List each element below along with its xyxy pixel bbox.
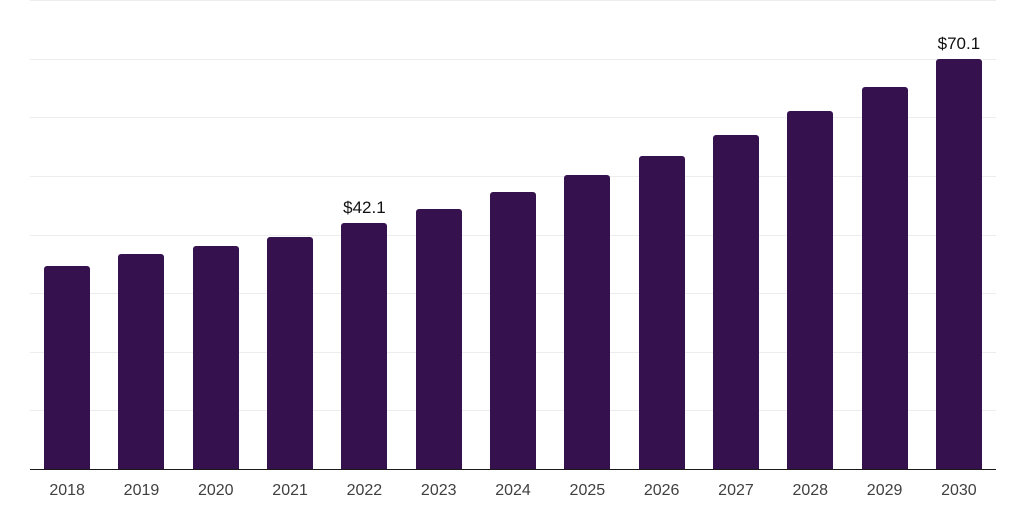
gridline <box>30 58 996 60</box>
x-tick-label-2030: 2030 <box>941 482 977 499</box>
bar-slot-2021 <box>253 1 327 470</box>
gridline <box>30 175 996 177</box>
bar-value-label-2030: $70.1 <box>937 34 981 54</box>
plot-area: $42.1 $70.1 <box>30 0 996 470</box>
bar-slot-2018 <box>30 1 104 470</box>
bar-slot-2029 <box>847 1 921 470</box>
bar-slot-2024 <box>476 1 550 470</box>
gridline <box>30 0 996 1</box>
bar-2019 <box>118 254 165 470</box>
bar-2027 <box>712 134 759 470</box>
bar-2020 <box>192 246 239 470</box>
bar-slot-2027 <box>699 1 773 470</box>
bar-2018 <box>44 266 91 470</box>
bar-slot-2022: $42.1 <box>327 1 401 470</box>
bar-slot-2025 <box>550 1 624 470</box>
x-tick-label-2021: 2021 <box>272 482 308 499</box>
x-tick-label-2020: 2020 <box>197 482 234 499</box>
x-tick-label-2018: 2018 <box>49 482 85 499</box>
bar-slot-2023 <box>402 1 476 470</box>
x-tick-label-2025: 2025 <box>569 482 606 499</box>
bar-2024 <box>490 192 537 470</box>
bar-slot-2028 <box>773 1 847 470</box>
gridline <box>30 117 996 119</box>
x-tick-label-2029: 2029 <box>866 482 903 499</box>
bar-slot-2019 <box>104 1 178 470</box>
bar-value-label-2022: $42.1 <box>343 198 386 218</box>
x-tick-label-2026: 2026 <box>643 482 680 499</box>
x-tick-label-2023: 2023 <box>420 482 457 499</box>
x-tick-label-2028: 2028 <box>792 482 829 499</box>
x-axis-line <box>30 468 996 470</box>
bar-2026 <box>638 155 685 470</box>
bar-2021 <box>267 237 314 470</box>
bar-2029 <box>861 86 908 470</box>
bar-2022 <box>341 223 388 470</box>
bar-2028 <box>787 111 834 470</box>
x-tick-label-2019: 2019 <box>123 482 160 499</box>
bar-2023 <box>415 209 462 470</box>
bar-slot-2026 <box>625 1 699 470</box>
bar-slot-2020 <box>179 1 253 470</box>
bar-slot-2030: $70.1 <box>922 1 996 470</box>
bar-2025 <box>564 174 611 470</box>
x-tick-label-2024: 2024 <box>495 482 531 499</box>
x-axis-tick-labels: 2018 2019 2020 2021 2022 2023 2024 2025 2026 2027… <box>30 482 996 500</box>
bars-group: $42.1 $70.1 <box>30 1 996 470</box>
bar-2030 <box>935 59 982 470</box>
x-tick-label-2022: 2022 <box>346 482 383 499</box>
x-tick-label-2027: 2027 <box>718 482 754 499</box>
